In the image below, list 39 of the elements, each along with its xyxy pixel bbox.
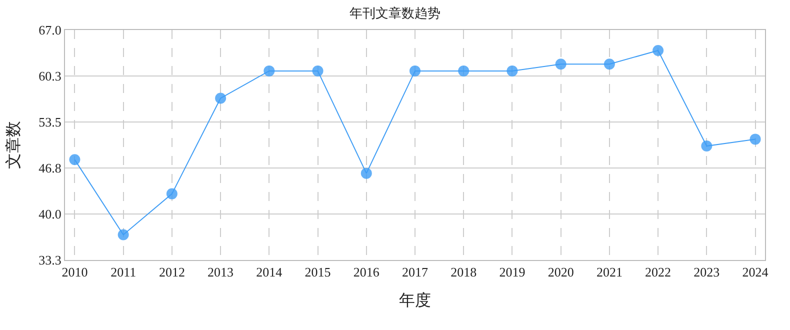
y-axis-title: 文章数 bbox=[4, 121, 23, 169]
x-tick-label: 2018 bbox=[450, 264, 477, 280]
x-tick-label: 2019 bbox=[499, 264, 526, 280]
point bbox=[264, 65, 275, 76]
x-tick-label: 2013 bbox=[208, 264, 234, 280]
x-axis-title: 年度 bbox=[399, 291, 431, 310]
point bbox=[166, 188, 178, 200]
x-tick-label: 2021 bbox=[596, 264, 622, 280]
x-tick-label: 2015 bbox=[304, 264, 331, 280]
point bbox=[555, 58, 566, 70]
y-tick-label: 53.5 bbox=[38, 114, 62, 130]
point bbox=[458, 65, 470, 76]
x-tick-label: 2012 bbox=[158, 264, 185, 280]
x-tick-label: 2017 bbox=[402, 264, 428, 280]
point bbox=[701, 140, 712, 152]
point bbox=[604, 58, 615, 70]
x-tick-label: 2022 bbox=[645, 264, 672, 280]
x-tick-label: 2023 bbox=[694, 264, 720, 280]
x-tick-label: 2014 bbox=[256, 264, 283, 280]
x-tick-label: 2016 bbox=[353, 264, 380, 280]
y-tick-label: 60.3 bbox=[38, 68, 62, 84]
point bbox=[750, 134, 761, 145]
y-tick-label: 67.0 bbox=[38, 22, 62, 38]
point bbox=[215, 92, 226, 104]
chart-title: 年刊文章数趋势 bbox=[350, 5, 440, 20]
point bbox=[652, 44, 664, 56]
point bbox=[410, 65, 420, 76]
y-tick-label: 40.0 bbox=[38, 206, 62, 222]
x-tick-label: 2010 bbox=[62, 264, 88, 280]
point bbox=[118, 229, 129, 240]
y-tick-label: 33.3 bbox=[38, 252, 62, 268]
point bbox=[69, 154, 80, 166]
point bbox=[360, 168, 372, 179]
point bbox=[506, 65, 518, 76]
y-tick-label: 46.8 bbox=[38, 160, 62, 176]
x-tick-label: 2011 bbox=[110, 264, 136, 280]
point bbox=[312, 65, 324, 76]
x-tick-label: 2020 bbox=[548, 264, 574, 280]
x-tick-label: 2024 bbox=[742, 264, 769, 280]
